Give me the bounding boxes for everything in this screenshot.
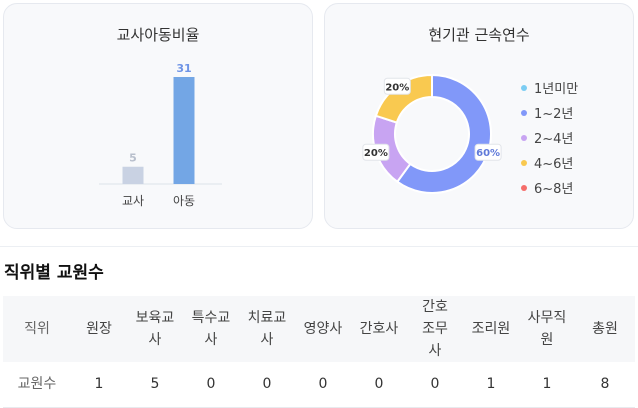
col-header: 원장 [86,321,112,337]
col-header: 치료교사 [247,310,287,348]
ratio-bar-chart: 5 교사 31 아동 [99,62,222,208]
legend-item: 4~6년 [521,150,578,175]
table-cell: 0 [318,376,328,393]
table-cell: 0 [374,376,384,393]
table-row: 교원수 1 5 0 0 0 0 0 1 1 8 [3,362,635,407]
staff-table: 직위 원장 보육교사 특수교사 치료교사 영양사 간호사 간호조무사 조리원 사… [3,296,635,408]
legend-item: 1~2년 [521,100,578,125]
donut-slice [374,73,433,124]
legend-dot-icon [521,159,527,166]
tenure-card: 현기관 근속연수 60% 20% 20% 1년미만 1~2년 2~4년 4~6년 6~8년 [324,3,634,229]
bar [122,166,144,184]
legend-dot-icon [521,134,527,141]
svg-text:20%: 20% [364,148,388,159]
legend-label: 6~8년 [534,182,574,197]
bar-value-label: 5 [129,152,137,165]
svg-text:60%: 60% [476,148,500,159]
table-cell: 8 [600,376,610,393]
bar-category-label: 아동 [173,194,195,208]
staff-row-label: 교원수 [17,376,57,393]
section-divider [0,246,638,247]
donut-value-label: 20% [383,77,411,95]
table-cell: 1 [94,376,104,393]
legend-label: 2~4년 [534,132,574,147]
legend-label: 1~2년 [534,107,574,122]
legend-dot-icon [521,84,527,91]
table-cell: 1 [542,376,552,393]
staff-row-header: 직위 [24,321,50,337]
donut-value-label: 20% [362,143,390,161]
table-cell: 0 [430,376,440,393]
tenure-card-title: 현기관 근속연수 [428,26,530,44]
staff-header-row: 직위 원장 보육교사 특수교사 치료교사 영양사 간호사 간호조무사 조리원 사… [3,296,635,362]
ratio-card: 교사아동비율 5 교사 31 아동 [3,3,313,229]
bar-category-label: 교사 [122,194,144,208]
col-header: 간호조무사 [422,299,448,359]
staff-section-title: 직위별 교원수 [4,263,104,283]
legend-dot-icon [521,109,527,116]
col-header: 총원 [592,321,618,337]
col-header: 영양사 [303,321,343,337]
table-cell: 0 [262,376,272,393]
svg-text:20%: 20% [385,82,409,93]
legend-item: 2~4년 [521,125,578,150]
col-header: 보육교사 [135,310,175,348]
tenure-legend: 1년미만 1~2년 2~4년 4~6년 6~8년 [521,75,578,200]
bar-value-label: 31 [176,62,191,75]
ratio-card-title: 교사아동비율 [116,26,200,44]
col-header: 사무직원 [527,310,567,348]
col-header: 간호사 [359,321,399,337]
legend-item: 1년미만 [521,75,578,100]
table-cell: 1 [486,376,496,393]
legend-item: 6~8년 [521,175,578,200]
col-header: 특수교사 [191,310,231,348]
col-header: 조리원 [471,321,511,337]
table-cell: 0 [206,376,216,393]
legend-label: 4~6년 [534,157,574,172]
tenure-donut-chart: 60% 20% 20% [362,73,502,194]
donut-slice [395,73,492,194]
legend-label: 1년미만 [534,82,579,97]
bar [173,77,195,184]
legend-dot-icon [521,184,527,191]
table-cell: 5 [150,376,160,393]
donut-value-label: 60% [474,143,502,161]
